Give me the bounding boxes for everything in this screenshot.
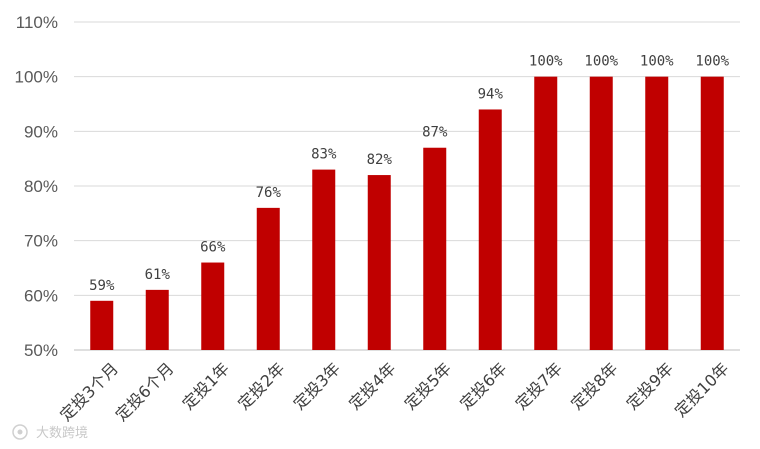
bar bbox=[589, 76, 613, 351]
y-axis-ticks: 50% 60% 70% 80% 90% 100% 110% bbox=[15, 13, 58, 360]
data-label: 82% bbox=[367, 152, 393, 168]
data-label: 76% bbox=[256, 185, 282, 201]
bars bbox=[90, 76, 724, 351]
bar bbox=[201, 262, 225, 350]
y-tick-label: 100% bbox=[15, 68, 58, 87]
y-tick-label: 80% bbox=[24, 177, 58, 196]
x-tick-label: 定投6年 bbox=[456, 359, 511, 414]
gridlines bbox=[74, 21, 740, 351]
bar bbox=[534, 76, 558, 351]
data-label: 100% bbox=[695, 54, 729, 70]
bar bbox=[367, 175, 391, 350]
data-label: 100% bbox=[584, 54, 618, 70]
y-tick-label: 110% bbox=[16, 13, 58, 32]
bar bbox=[645, 76, 669, 351]
x-tick-label: 定投1年 bbox=[178, 359, 233, 414]
data-label: 94% bbox=[478, 86, 504, 102]
data-label: 59% bbox=[89, 278, 115, 294]
data-label: 100% bbox=[640, 54, 674, 70]
data-label: 83% bbox=[311, 147, 337, 163]
x-tick-label: 定投10年 bbox=[671, 359, 733, 421]
bar bbox=[145, 289, 169, 350]
bar bbox=[90, 300, 114, 350]
x-tick-label: 定投7年 bbox=[511, 359, 566, 414]
x-tick-label: 定投3个月 bbox=[56, 359, 122, 425]
data-label: 100% bbox=[529, 54, 563, 70]
x-tick-label: 定投8年 bbox=[567, 359, 622, 414]
data-label: 87% bbox=[422, 125, 448, 141]
bar bbox=[312, 169, 336, 350]
watermark: 大数跨境 bbox=[12, 424, 88, 441]
x-tick-label: 定投3年 bbox=[289, 359, 344, 414]
y-tick-label: 90% bbox=[24, 122, 58, 141]
data-labels: 59% 61% 66% 76% 83% 82% 87% 94% 100% 100% 100% 100% bbox=[89, 54, 730, 294]
y-tick-label: 50% bbox=[24, 341, 58, 360]
data-label: 66% bbox=[200, 240, 226, 256]
x-tick-label: 定投6个月 bbox=[112, 359, 178, 425]
x-tick-label: 定投4年 bbox=[345, 359, 400, 414]
bar bbox=[256, 207, 280, 350]
bar bbox=[478, 109, 502, 350]
watermark-logo-icon bbox=[12, 424, 28, 440]
watermark-text: 大数跨境 bbox=[36, 426, 88, 441]
y-tick-label: 60% bbox=[24, 286, 58, 305]
x-tick-label: 定投9年 bbox=[622, 359, 677, 414]
x-tick-label: 定投2年 bbox=[234, 359, 289, 414]
data-label: 61% bbox=[145, 267, 171, 283]
bar bbox=[423, 147, 447, 350]
x-tick-label: 定投5年 bbox=[400, 359, 455, 414]
bar bbox=[700, 76, 724, 351]
y-tick-label: 70% bbox=[24, 232, 58, 251]
